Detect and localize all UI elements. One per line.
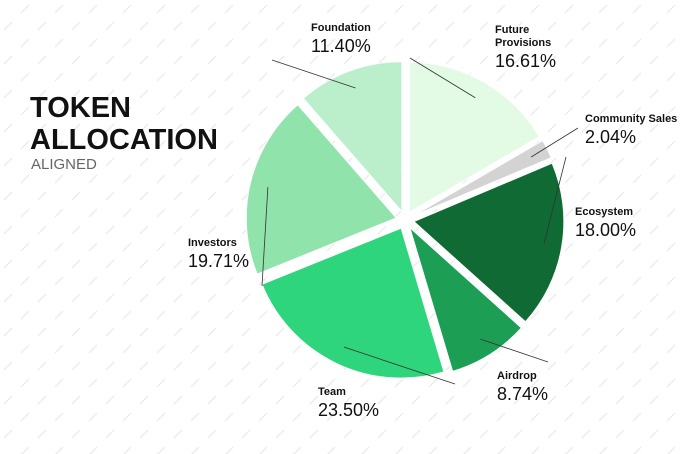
leader-line bbox=[343, 346, 456, 385]
value-label: 18.00% bbox=[575, 220, 637, 240]
slice-label: Future Provisions 16.61% bbox=[495, 24, 605, 72]
value-label: 8.74% bbox=[497, 384, 549, 404]
pie-slice bbox=[412, 162, 565, 323]
chart-title: TOKEN ALLOCATION bbox=[30, 92, 218, 156]
slice-label: Team 23.50% bbox=[318, 386, 428, 421]
slice-label: Investors 19.71% bbox=[188, 237, 298, 272]
leader-line bbox=[271, 59, 356, 89]
category-label: Team bbox=[318, 386, 346, 398]
pie-slice bbox=[245, 104, 398, 275]
value-label: 23.50% bbox=[318, 400, 380, 420]
leader-line bbox=[543, 156, 567, 244]
slice-label: Ecosystem 18.00% bbox=[575, 206, 680, 241]
leader-line bbox=[409, 57, 476, 99]
pie-slice bbox=[302, 61, 403, 213]
category-label: Ecosystem bbox=[575, 206, 634, 218]
category-label: Foundation bbox=[311, 22, 371, 34]
category-label: Future Provisions bbox=[495, 24, 552, 49]
leaders bbox=[261, 57, 579, 385]
value-label: 16.61% bbox=[495, 51, 557, 71]
value-label: 19.71% bbox=[188, 251, 250, 271]
category-label: Community Sales bbox=[585, 113, 678, 125]
value-label: 2.04% bbox=[585, 127, 637, 147]
leader-line bbox=[261, 187, 269, 287]
leader-line bbox=[530, 127, 579, 158]
slice-label: Airdrop 8.74% bbox=[497, 370, 607, 405]
value-label: 11.40% bbox=[311, 36, 371, 56]
chart-subtitle: ALIGNED bbox=[31, 156, 97, 173]
slice-label: Community Sales 2.04% bbox=[585, 113, 680, 148]
category-label: Investors bbox=[188, 237, 237, 249]
slice-label: Foundation 11.40% bbox=[311, 22, 421, 57]
pie-slice bbox=[408, 61, 540, 214]
pie bbox=[245, 61, 565, 379]
category-label: Airdrop bbox=[497, 370, 537, 382]
pie-slice bbox=[412, 139, 552, 217]
pie-slice bbox=[408, 226, 523, 372]
pie-slice bbox=[261, 227, 445, 379]
leader-line bbox=[480, 338, 549, 363]
